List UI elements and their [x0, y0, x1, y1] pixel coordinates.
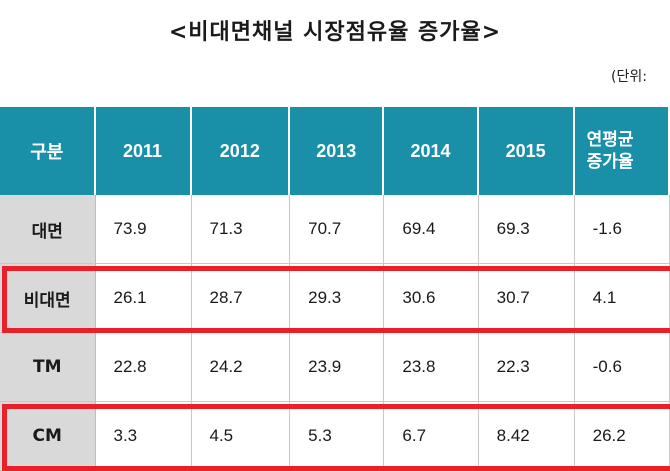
table-cell: 73.9 — [95, 195, 192, 264]
header-year-2013: 2013 — [290, 107, 385, 195]
table-row: 대면 73.9 71.3 70.7 69.4 69.3 -1.6 — [0, 195, 670, 264]
table-cell: 69.3 — [478, 195, 575, 264]
header-annual-growth-line1: 연평균 — [586, 129, 634, 149]
table-cell: 8.42 — [478, 402, 575, 471]
row-label: 비대면 — [0, 264, 96, 333]
table-cell: 26.2 — [574, 402, 670, 471]
table-cell: 4.1 — [574, 264, 670, 333]
row-label: CM — [0, 402, 96, 471]
header-row: 구분 2011 2012 2013 2014 2015 연평균 증가율 — [0, 107, 670, 195]
table-cell: 30.7 — [478, 264, 575, 333]
chart-title: <비대면채널 시장점유율 증가율> — [168, 20, 502, 45]
table-cell: 28.7 — [191, 264, 291, 333]
market-share-table: 구분 2011 2012 2013 2014 2015 연평균 증가율 대면 73… — [0, 107, 670, 471]
unit-label: (단위: — [611, 69, 647, 85]
table-cell: 70.7 — [290, 195, 385, 264]
header-year-2015: 2015 — [478, 107, 575, 195]
table-cell: 24.2 — [191, 333, 291, 402]
header-year-2014: 2014 — [384, 107, 479, 195]
header-annual-growth: 연평균 증가율 — [574, 107, 670, 195]
table-cell: 6.7 — [384, 402, 479, 471]
table-cell: 5.3 — [290, 402, 385, 471]
table-cell: 4.5 — [191, 402, 291, 471]
table-cell: 22.3 — [478, 333, 575, 402]
table-cell: 3.3 — [95, 402, 192, 471]
table-row: TM 22.8 24.2 23.9 23.8 22.3 -0.6 — [0, 333, 670, 402]
table-row: CM 3.3 4.5 5.3 6.7 8.42 26.2 — [0, 402, 670, 471]
table-row: 비대면 26.1 28.7 29.3 30.6 30.7 4.1 — [0, 264, 670, 333]
table-cell: 23.9 — [290, 333, 385, 402]
table-cell: -1.6 — [574, 195, 670, 264]
header-annual-growth-line2: 증가율 — [586, 152, 634, 171]
table-cell: 30.6 — [384, 264, 479, 333]
row-label: 대면 — [0, 195, 96, 264]
table-cell: 29.3 — [290, 264, 385, 333]
table-cell: -0.6 — [574, 333, 670, 402]
header-year-2011: 2011 — [95, 107, 192, 195]
header-category: 구분 — [0, 107, 96, 195]
table-cell: 26.1 — [95, 264, 192, 333]
header-year-2012: 2012 — [191, 107, 291, 195]
table-cell: 69.4 — [384, 195, 479, 264]
table-cell: 23.8 — [384, 333, 479, 402]
row-label: TM — [0, 333, 96, 402]
table-cell: 71.3 — [191, 195, 291, 264]
table-cell: 22.8 — [95, 333, 192, 402]
